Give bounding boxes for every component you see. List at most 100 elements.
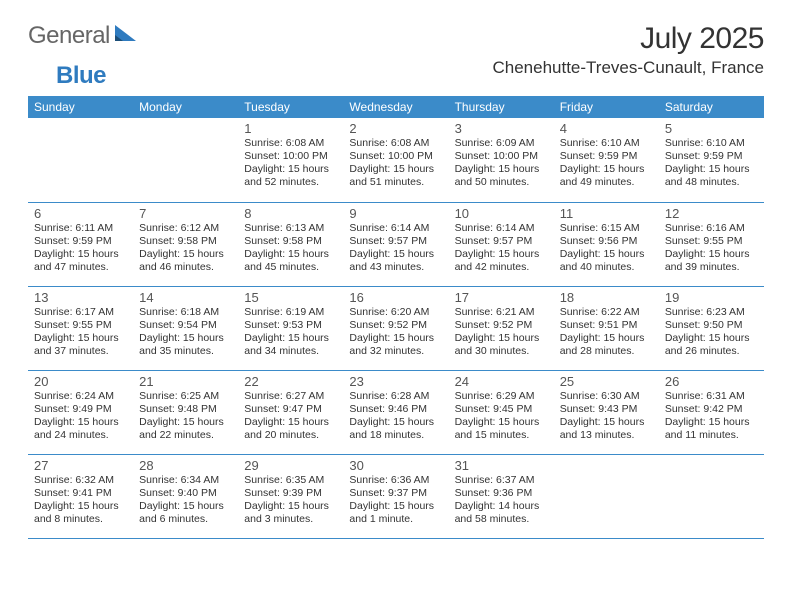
day-info: Sunrise: 6:18 AMSunset: 9:54 PMDaylight:…: [139, 306, 232, 359]
day-info: Sunrise: 6:11 AMSunset: 9:59 PMDaylight:…: [34, 222, 127, 275]
calendar-day-cell: 13Sunrise: 6:17 AMSunset: 9:55 PMDayligh…: [28, 286, 133, 370]
calendar-week-row: 6Sunrise: 6:11 AMSunset: 9:59 PMDaylight…: [28, 202, 764, 286]
day-info: Sunrise: 6:36 AMSunset: 9:37 PMDaylight:…: [349, 474, 442, 527]
day-number: 11: [560, 206, 653, 221]
day-info: Sunrise: 6:19 AMSunset: 9:53 PMDaylight:…: [244, 306, 337, 359]
calendar-day-cell: 21Sunrise: 6:25 AMSunset: 9:48 PMDayligh…: [133, 370, 238, 454]
day-info: Sunrise: 6:31 AMSunset: 9:42 PMDaylight:…: [665, 390, 758, 443]
day-number: 28: [139, 458, 232, 473]
calendar-day-cell: 23Sunrise: 6:28 AMSunset: 9:46 PMDayligh…: [343, 370, 448, 454]
calendar-day-cell: 12Sunrise: 6:16 AMSunset: 9:55 PMDayligh…: [659, 202, 764, 286]
day-info: Sunrise: 6:21 AMSunset: 9:52 PMDaylight:…: [455, 306, 548, 359]
day-header: Friday: [554, 96, 659, 118]
calendar-empty-cell: [133, 118, 238, 202]
day-number: 14: [139, 290, 232, 305]
day-header: Sunday: [28, 96, 133, 118]
day-info: Sunrise: 6:20 AMSunset: 9:52 PMDaylight:…: [349, 306, 442, 359]
calendar-day-cell: 22Sunrise: 6:27 AMSunset: 9:47 PMDayligh…: [238, 370, 343, 454]
day-number: 2: [349, 121, 442, 136]
calendar-empty-cell: [554, 454, 659, 538]
day-number: 19: [665, 290, 758, 305]
day-info: Sunrise: 6:28 AMSunset: 9:46 PMDaylight:…: [349, 390, 442, 443]
day-info: Sunrise: 6:14 AMSunset: 9:57 PMDaylight:…: [455, 222, 548, 275]
day-number: 18: [560, 290, 653, 305]
day-number: 12: [665, 206, 758, 221]
calendar-day-cell: 20Sunrise: 6:24 AMSunset: 9:49 PMDayligh…: [28, 370, 133, 454]
calendar-day-cell: 2Sunrise: 6:08 AMSunset: 10:00 PMDayligh…: [343, 118, 448, 202]
calendar-day-cell: 28Sunrise: 6:34 AMSunset: 9:40 PMDayligh…: [133, 454, 238, 538]
calendar-header-row: SundayMondayTuesdayWednesdayThursdayFrid…: [28, 96, 764, 118]
calendar-day-cell: 6Sunrise: 6:11 AMSunset: 9:59 PMDaylight…: [28, 202, 133, 286]
calendar-empty-cell: [659, 454, 764, 538]
calendar-table: SundayMondayTuesdayWednesdayThursdayFrid…: [28, 96, 764, 539]
calendar-day-cell: 15Sunrise: 6:19 AMSunset: 9:53 PMDayligh…: [238, 286, 343, 370]
day-info: Sunrise: 6:24 AMSunset: 9:49 PMDaylight:…: [34, 390, 127, 443]
day-number: 15: [244, 290, 337, 305]
day-info: Sunrise: 6:14 AMSunset: 9:57 PMDaylight:…: [349, 222, 442, 275]
logo-text-general: General: [28, 22, 110, 50]
calendar-day-cell: 24Sunrise: 6:29 AMSunset: 9:45 PMDayligh…: [449, 370, 554, 454]
day-info: Sunrise: 6:10 AMSunset: 9:59 PMDaylight:…: [560, 137, 653, 190]
calendar-day-cell: 9Sunrise: 6:14 AMSunset: 9:57 PMDaylight…: [343, 202, 448, 286]
logo-text-blue: Blue: [56, 62, 106, 90]
day-number: 8: [244, 206, 337, 221]
calendar-empty-cell: [28, 118, 133, 202]
day-number: 30: [349, 458, 442, 473]
day-number: 13: [34, 290, 127, 305]
day-number: 21: [139, 374, 232, 389]
day-info: Sunrise: 6:32 AMSunset: 9:41 PMDaylight:…: [34, 474, 127, 527]
day-number: 20: [34, 374, 127, 389]
day-number: 26: [665, 374, 758, 389]
day-info: Sunrise: 6:34 AMSunset: 9:40 PMDaylight:…: [139, 474, 232, 527]
day-info: Sunrise: 6:13 AMSunset: 9:58 PMDaylight:…: [244, 222, 337, 275]
day-number: 7: [139, 206, 232, 221]
calendar-day-cell: 1Sunrise: 6:08 AMSunset: 10:00 PMDayligh…: [238, 118, 343, 202]
logo-flag-icon: [114, 23, 140, 50]
calendar-day-cell: 10Sunrise: 6:14 AMSunset: 9:57 PMDayligh…: [449, 202, 554, 286]
title-block: July 2025 Chenehutte-Treves-Cunault, Fra…: [492, 22, 764, 78]
calendar-day-cell: 3Sunrise: 6:09 AMSunset: 10:00 PMDayligh…: [449, 118, 554, 202]
day-number: 17: [455, 290, 548, 305]
logo: General: [28, 22, 144, 50]
calendar-day-cell: 16Sunrise: 6:20 AMSunset: 9:52 PMDayligh…: [343, 286, 448, 370]
calendar-day-cell: 5Sunrise: 6:10 AMSunset: 9:59 PMDaylight…: [659, 118, 764, 202]
day-number: 3: [455, 121, 548, 136]
month-title: July 2025: [492, 22, 764, 56]
calendar-day-cell: 29Sunrise: 6:35 AMSunset: 9:39 PMDayligh…: [238, 454, 343, 538]
calendar-day-cell: 19Sunrise: 6:23 AMSunset: 9:50 PMDayligh…: [659, 286, 764, 370]
calendar-week-row: 1 Sunrise: 6:08 AMSunset: 10:00 PMDayligh…: [28, 118, 764, 202]
day-info: Sunrise: 6:30 AMSunset: 9:43 PMDaylight:…: [560, 390, 653, 443]
day-info: Sunrise: 6:22 AMSunset: 9:51 PMDaylight:…: [560, 306, 653, 359]
day-info: Sunrise: 6:09 AMSunset: 10:00 PMDaylight…: [455, 137, 548, 190]
day-info: Sunrise: 6:27 AMSunset: 9:47 PMDaylight:…: [244, 390, 337, 443]
day-number: 31: [455, 458, 548, 473]
day-number: 23: [349, 374, 442, 389]
calendar-day-cell: 27Sunrise: 6:32 AMSunset: 9:41 PMDayligh…: [28, 454, 133, 538]
day-number: 4: [560, 121, 653, 136]
day-header: Thursday: [449, 96, 554, 118]
day-number: 27: [34, 458, 127, 473]
calendar-day-cell: 7Sunrise: 6:12 AMSunset: 9:58 PMDaylight…: [133, 202, 238, 286]
calendar-week-row: 27Sunrise: 6:32 AMSunset: 9:41 PMDayligh…: [28, 454, 764, 538]
day-number: 9: [349, 206, 442, 221]
calendar-week-row: 20Sunrise: 6:24 AMSunset: 9:49 PMDayligh…: [28, 370, 764, 454]
day-info: Sunrise: 6:25 AMSunset: 9:48 PMDaylight:…: [139, 390, 232, 443]
calendar-day-cell: 14Sunrise: 6:18 AMSunset: 9:54 PMDayligh…: [133, 286, 238, 370]
calendar-day-cell: 4Sunrise: 6:10 AMSunset: 9:59 PMDaylight…: [554, 118, 659, 202]
calendar-body: 1 Sunrise: 6:08 AMSunset: 10:00 PMDayligh…: [28, 118, 764, 538]
calendar-day-cell: 8Sunrise: 6:13 AMSunset: 9:58 PMDaylight…: [238, 202, 343, 286]
day-number: 24: [455, 374, 548, 389]
day-number: 1: [244, 121, 337, 136]
day-info: Sunrise: 6:08 AMSunset: 10:00 PMDaylight…: [349, 137, 442, 190]
day-number: 25: [560, 374, 653, 389]
day-number: 22: [244, 374, 337, 389]
calendar-day-cell: 25Sunrise: 6:30 AMSunset: 9:43 PMDayligh…: [554, 370, 659, 454]
day-number: 5: [665, 121, 758, 136]
day-header: Saturday: [659, 96, 764, 118]
calendar-day-cell: 26Sunrise: 6:31 AMSunset: 9:42 PMDayligh…: [659, 370, 764, 454]
day-info: Sunrise: 6:37 AMSunset: 9:36 PMDaylight:…: [455, 474, 548, 527]
location: Chenehutte-Treves-Cunault, France: [492, 58, 764, 78]
day-info: Sunrise: 6:23 AMSunset: 9:50 PMDaylight:…: [665, 306, 758, 359]
day-info: Sunrise: 6:12 AMSunset: 9:58 PMDaylight:…: [139, 222, 232, 275]
day-header: Monday: [133, 96, 238, 118]
